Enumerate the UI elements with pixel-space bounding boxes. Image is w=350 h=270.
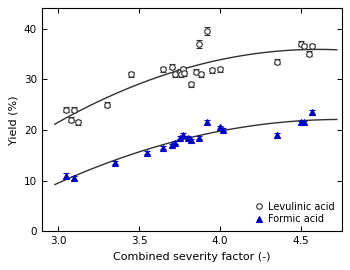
Formic acid <box>302 121 307 124</box>
Line: Formic acid: Formic acid <box>63 109 315 181</box>
Levulinic acid <box>181 68 185 71</box>
Formic acid <box>299 121 303 124</box>
Formic acid <box>173 141 177 144</box>
Formic acid <box>275 133 279 137</box>
Formic acid <box>197 136 201 139</box>
Levulinic acid <box>275 60 279 63</box>
Formic acid <box>218 126 222 129</box>
Levulinic acid <box>69 118 73 122</box>
Levulinic acid <box>72 108 76 111</box>
Formic acid <box>186 136 190 139</box>
Levulinic acid <box>105 103 109 106</box>
Formic acid <box>64 174 68 177</box>
Formic acid <box>161 146 166 149</box>
Levulinic acid <box>129 73 133 76</box>
Levulinic acid <box>307 52 312 56</box>
Formic acid <box>169 143 174 147</box>
Formic acid <box>205 121 209 124</box>
Levulinic acid <box>197 42 201 45</box>
Formic acid <box>310 111 315 114</box>
Levulinic acid <box>177 70 182 73</box>
Formic acid <box>221 128 225 131</box>
Formic acid <box>189 139 193 142</box>
Levulinic acid <box>169 65 174 68</box>
Formic acid <box>113 161 117 164</box>
Formic acid <box>177 136 182 139</box>
Levulinic acid <box>194 70 198 73</box>
Line: Levulinic acid: Levulinic acid <box>63 28 315 125</box>
Formic acid <box>181 133 185 137</box>
Levulinic acid <box>179 73 183 76</box>
Levulinic acid <box>189 83 193 86</box>
Levulinic acid <box>218 68 222 71</box>
Y-axis label: Yield (%): Yield (%) <box>8 95 18 144</box>
Levulinic acid <box>205 29 209 33</box>
Legend: Levulinic acid, Formic acid: Levulinic acid, Formic acid <box>251 200 337 226</box>
Levulinic acid <box>210 69 214 72</box>
X-axis label: Combined severity factor (-): Combined severity factor (-) <box>113 252 271 262</box>
Formic acid <box>145 151 149 154</box>
Levulinic acid <box>173 73 177 76</box>
Formic acid <box>72 176 76 180</box>
Levulinic acid <box>182 72 187 75</box>
Levulinic acid <box>299 42 303 45</box>
Levulinic acid <box>161 68 166 71</box>
Levulinic acid <box>310 45 315 48</box>
Levulinic acid <box>76 121 80 124</box>
Levulinic acid <box>302 45 307 48</box>
Levulinic acid <box>64 108 68 111</box>
Levulinic acid <box>198 73 203 76</box>
